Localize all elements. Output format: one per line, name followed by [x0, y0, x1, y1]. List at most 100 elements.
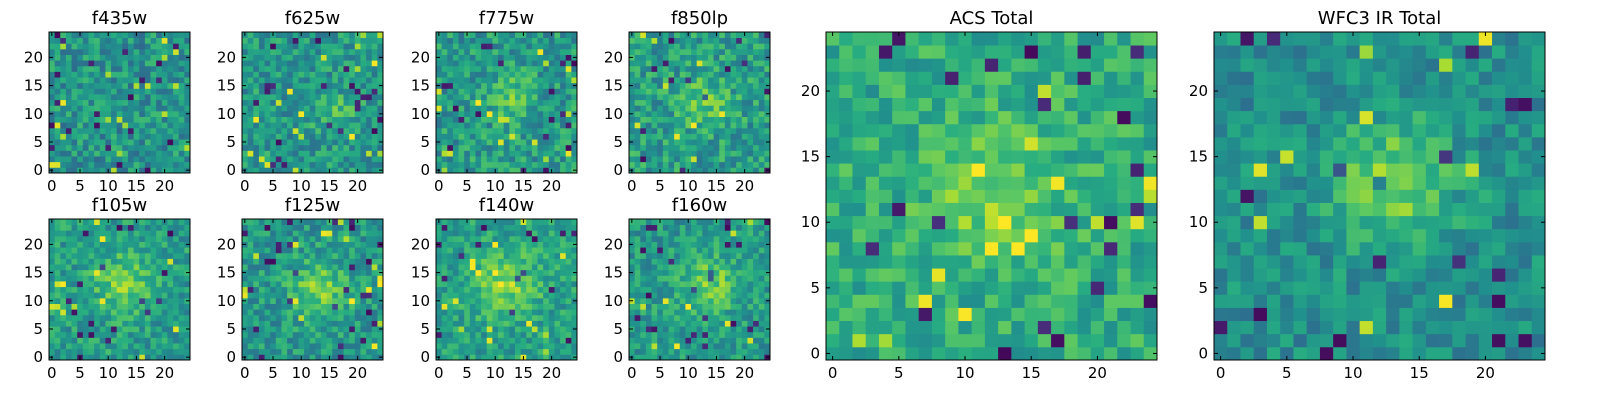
- heatmap-cell: [337, 37, 344, 44]
- heatmap-cell: [634, 54, 641, 61]
- heatmap-cell: [292, 314, 299, 321]
- heatmap-cell: [629, 292, 636, 299]
- heatmap-cell: [481, 48, 488, 55]
- heatmap-cell: [161, 77, 168, 84]
- heatmap-cell: [377, 122, 384, 129]
- heatmap-cell: [161, 133, 168, 140]
- heatmap-cell: [531, 354, 538, 361]
- heatmap-cell: [253, 54, 260, 61]
- heatmap-cell: [304, 314, 311, 321]
- heatmap-cell: [167, 71, 174, 78]
- heatmap-cell: [674, 94, 681, 101]
- heatmap-cell: [94, 60, 101, 67]
- heatmap-cell: [88, 320, 95, 327]
- heatmap-cell: [178, 54, 185, 61]
- heatmap-cell: [49, 99, 56, 106]
- panel-title: f625w: [285, 8, 340, 29]
- heatmap-cell: [741, 275, 748, 282]
- heatmap-cell: [242, 258, 249, 265]
- heatmap-cell: [730, 309, 737, 316]
- heatmap-cell: [258, 105, 265, 112]
- heatmap-cell: [77, 343, 84, 350]
- heatmap-cell: [691, 139, 698, 146]
- heatmap-cell: [560, 258, 567, 265]
- heatmap-cell: [82, 269, 89, 276]
- heatmap-cell: [343, 54, 350, 61]
- heatmap-cell: [662, 139, 669, 146]
- heatmap-cell: [144, 144, 151, 151]
- heatmap-cell: [458, 258, 465, 265]
- heatmap-cell: [503, 224, 510, 231]
- heatmap-cell: [161, 156, 168, 163]
- y-tick-label: 20: [411, 48, 430, 66]
- heatmap-cell: [298, 94, 305, 101]
- heatmap-cell: [469, 314, 476, 321]
- heatmap-cell: [554, 88, 561, 95]
- heatmap-cell: [486, 161, 493, 168]
- heatmap-cell: [99, 110, 106, 117]
- heatmap-cell: [77, 99, 84, 106]
- heatmap-cell: [287, 32, 294, 39]
- heatmap-cell: [71, 94, 78, 101]
- heatmap-cell: [492, 71, 499, 78]
- heatmap-cell: [377, 320, 384, 327]
- heatmap-cell: [458, 167, 465, 174]
- heatmap-cell: [281, 258, 288, 265]
- heatmap-cell: [452, 150, 459, 157]
- heatmap-cell: [49, 337, 56, 344]
- heatmap-cell: [99, 303, 106, 310]
- heatmap-cell: [668, 343, 675, 350]
- heatmap-cell: [49, 161, 56, 168]
- heatmap-cell: [178, 269, 185, 276]
- heatmap-cell: [242, 156, 249, 163]
- heatmap-cell: [167, 286, 174, 293]
- heatmap-cell: [719, 116, 726, 123]
- heatmap-cell: [337, 275, 344, 282]
- heatmap-cell: [258, 241, 265, 248]
- heatmap-cell: [242, 292, 249, 299]
- heatmap-cell: [242, 48, 249, 55]
- heatmap-cell: [371, 54, 378, 61]
- heatmap-cell: [520, 144, 527, 151]
- heatmap-cell: [173, 309, 180, 316]
- heatmap-cell: [526, 43, 533, 50]
- heatmap-cell: [343, 224, 350, 231]
- heatmap-cell: [629, 122, 636, 129]
- heatmap-cell: [509, 297, 516, 304]
- heatmap-cell: [736, 281, 743, 288]
- heatmap-cell: [326, 331, 333, 338]
- heatmap-cell: [71, 82, 78, 89]
- heatmap-cell: [144, 48, 151, 55]
- heatmap-cell: [354, 150, 361, 157]
- heatmap-cell: [741, 337, 748, 344]
- heatmap-cell: [366, 105, 373, 112]
- heatmap-cell: [270, 326, 277, 333]
- heatmap-cell: [247, 116, 254, 123]
- y-tick-label: 10: [217, 105, 236, 123]
- heatmap-cell: [571, 77, 578, 84]
- heatmap-cell: [514, 235, 521, 242]
- heatmap-cell: [724, 99, 731, 106]
- heatmap-cell: [509, 82, 516, 89]
- heatmap-cell: [326, 54, 333, 61]
- y-tick-label: 20: [411, 235, 430, 253]
- heatmap-cell: [309, 320, 316, 327]
- heatmap-cell: [634, 286, 641, 293]
- heatmap-cell: [184, 309, 191, 316]
- heatmap-cell: [304, 337, 311, 344]
- heatmap-cell: [105, 235, 112, 242]
- heatmap-cell: [281, 144, 288, 151]
- heatmap-cell: [144, 77, 151, 84]
- heatmap-cell: [668, 127, 675, 134]
- heatmap-cell: [167, 37, 174, 44]
- heatmap-cell: [184, 88, 191, 95]
- heatmap-cell: [173, 127, 180, 134]
- heatmap-cell: [758, 281, 765, 288]
- heatmap-cell: [366, 60, 373, 67]
- heatmap-cell: [543, 54, 550, 61]
- heatmap-cell: [343, 303, 350, 310]
- heatmap-cell: [696, 354, 703, 361]
- heatmap-cell: [565, 309, 572, 316]
- heatmap-cell: [753, 105, 760, 112]
